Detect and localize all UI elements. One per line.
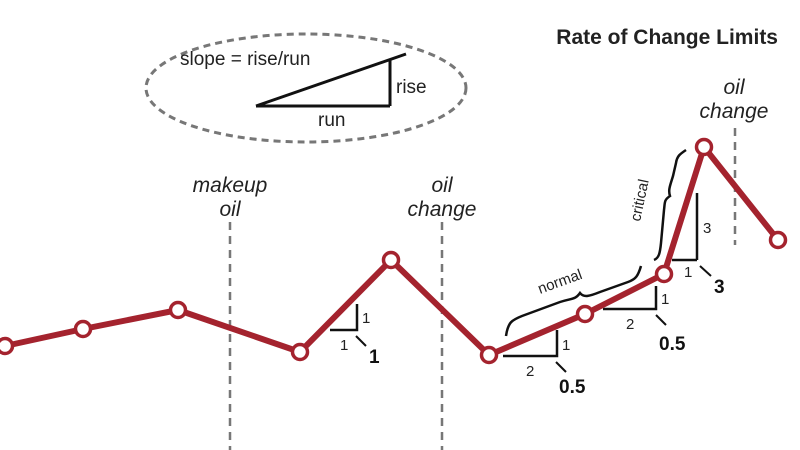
legend-formula: slope = rise/run — [180, 49, 310, 70]
slope-rise: 1 — [562, 337, 570, 354]
data-point — [575, 304, 595, 324]
slope-value: 1 — [369, 347, 380, 368]
diagram-title: Rate of Change Limits — [556, 26, 778, 49]
event-oil-change-1: oil change — [408, 174, 477, 450]
event-label-line1: oil — [431, 174, 453, 197]
slope-leader — [699, 265, 712, 277]
slope-rise: 1 — [362, 310, 370, 327]
data-point — [768, 230, 788, 250]
legend-rise-label: rise — [396, 77, 427, 98]
slope-run: 1 — [684, 264, 692, 281]
slope-run: 1 — [340, 337, 348, 354]
normal-label: normal — [536, 266, 585, 298]
event-label-line2: oil — [219, 198, 241, 221]
data-point — [479, 345, 499, 365]
legend-ellipse — [144, 32, 468, 144]
slope-marker-1: 1 1 1 — [330, 304, 380, 368]
data-point — [290, 342, 310, 362]
event-label-line1: oil — [723, 76, 745, 99]
slope-value: 0.5 — [659, 334, 686, 355]
slope-marker-3: 1 2 0.5 — [603, 286, 686, 355]
bracket-normal: normal — [504, 265, 643, 337]
bracket-critical: critical — [627, 148, 687, 262]
slope-leader — [355, 335, 367, 347]
legend-run-label: run — [318, 110, 345, 131]
slope-leader — [555, 361, 567, 373]
data-point — [381, 250, 401, 270]
event-label-line1: makeup — [193, 174, 268, 197]
slope-run: 2 — [626, 316, 634, 333]
slope-leader — [655, 314, 667, 326]
slope-triangle — [603, 286, 658, 311]
event-label-line2: change — [408, 198, 477, 221]
slope-rise: 1 — [661, 291, 669, 308]
slope-rise: 3 — [703, 220, 711, 237]
critical-brace — [653, 148, 687, 262]
slope-triangle — [503, 330, 559, 358]
slope-marker-2: 1 2 0.5 — [503, 330, 586, 398]
trend-line — [4, 144, 781, 358]
data-point — [168, 300, 188, 320]
data-point — [654, 264, 674, 284]
data-point — [73, 319, 93, 339]
normal-brace — [504, 265, 643, 337]
slope-triangle — [330, 304, 359, 332]
slope-value: 3 — [714, 277, 725, 298]
trend-series — [0, 137, 788, 365]
slope-run: 2 — [526, 363, 534, 380]
critical-label: critical — [627, 178, 652, 223]
data-point — [0, 336, 15, 356]
slope-value: 0.5 — [559, 377, 586, 398]
data-point — [694, 137, 714, 157]
event-label-line2: change — [700, 100, 769, 123]
slope-legend: slope = rise/run rise run — [144, 32, 468, 144]
slope-marker-4: 3 1 3 — [672, 193, 725, 298]
legend-hypotenuse — [255, 52, 407, 108]
event-makeup-oil: makeup oil — [193, 174, 268, 450]
